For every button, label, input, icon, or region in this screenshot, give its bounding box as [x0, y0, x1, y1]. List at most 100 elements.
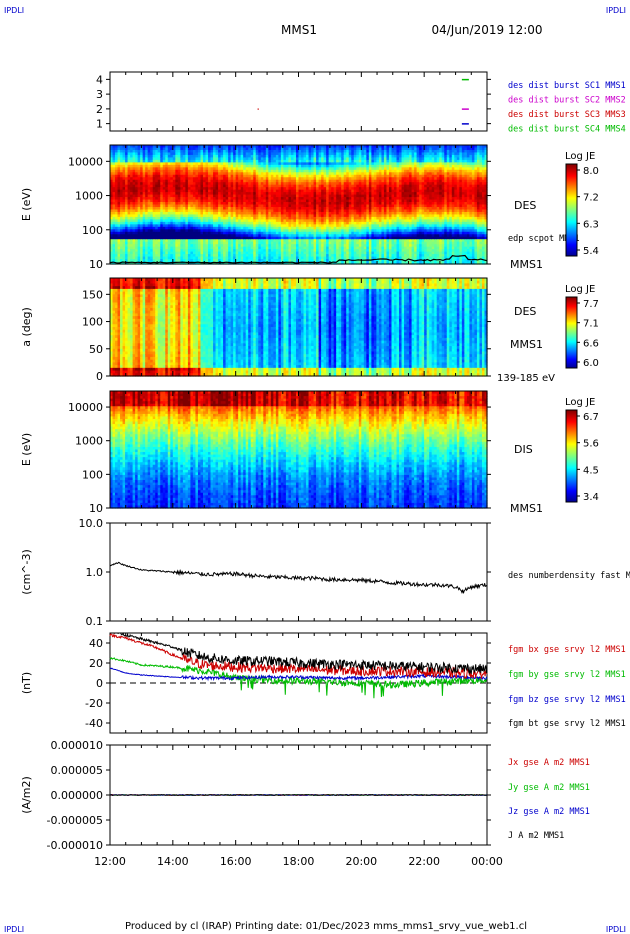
spectrogram-cell: [160, 164, 164, 168]
spectrogram-cell: [140, 172, 144, 176]
spectrogram-cell: [152, 249, 156, 253]
spectrogram-cell: [182, 189, 186, 193]
spectrogram-cell: [185, 179, 189, 183]
spectrogram-cell: [177, 199, 181, 203]
spectrogram-cell: [155, 164, 159, 168]
spectrogram-cell: [137, 224, 141, 228]
spectrogram-cell: [172, 214, 176, 218]
spectrogram-cell: [147, 249, 151, 253]
spectrogram-cell: [190, 261, 194, 265]
spectrogram-cell: [190, 149, 194, 154]
spectrogram-cell: [152, 179, 156, 183]
spectrogram-cell: [132, 174, 136, 178]
burst-marker: [461, 123, 469, 125]
spectrogram-cell: [152, 194, 156, 198]
spectrogram-cell: [175, 246, 179, 250]
spectrogram-cell: [182, 197, 186, 201]
spectrogram-cell: [165, 219, 169, 223]
spectrogram-cell: [155, 254, 159, 258]
spectrogram-cell: [125, 261, 129, 265]
spectrogram-cell: [137, 206, 141, 211]
spectrogram-cell: [182, 194, 186, 198]
spectrogram-cell: [185, 152, 189, 156]
spectrogram-cell: [152, 211, 156, 216]
spectrogram-cell: [177, 164, 181, 168]
spectrogram-cell: [167, 197, 171, 201]
spectrogram-cell: [167, 154, 171, 158]
spectrogram-cell: [185, 206, 189, 211]
spectrogram-cell: [155, 189, 159, 193]
spectrogram-cell: [162, 202, 166, 206]
spectrogram-cell: [147, 259, 151, 263]
spectrogram-cell: [187, 219, 192, 223]
spectrogram-cell: [117, 152, 121, 156]
spectrogram-cell: [130, 249, 134, 253]
spectrogram-cell: [117, 256, 121, 260]
spectrogram-cell: [112, 179, 116, 183]
spectrogram-cell: [185, 236, 189, 240]
spectrogram-cell: [142, 226, 146, 230]
spectrogram-cell: [115, 149, 119, 154]
spectrogram-cell: [142, 249, 146, 253]
spectrogram-cell: [140, 162, 144, 166]
spectrogram-cell: [152, 246, 156, 250]
spectrogram-cell: [142, 192, 146, 196]
spectrogram-cell: [117, 206, 121, 211]
spectrogram-cell: [160, 192, 164, 196]
spectrogram-cell: [135, 224, 139, 228]
spectrogram-cell: [185, 219, 189, 223]
spectrogram-cell: [185, 221, 189, 225]
spectrogram-cell: [137, 216, 141, 220]
spectrogram-cell: [180, 206, 184, 211]
spectrogram-cell: [162, 187, 166, 191]
spectrogram-cell: [115, 209, 119, 213]
spectrogram-cell: [170, 241, 174, 245]
spectrogram-cell: [127, 169, 131, 173]
spectrogram-cell: [137, 182, 141, 186]
spectrogram-cell: [152, 216, 156, 220]
spectrogram-cell: [190, 204, 194, 208]
spectrogram-cell: [160, 179, 164, 183]
spectrogram-cell: [170, 221, 174, 225]
spectrogram-cell: [130, 194, 134, 198]
spectrogram-cell: [145, 251, 149, 255]
spectrogram-cell: [120, 189, 124, 193]
spectrogram-cell: [177, 259, 181, 263]
spectrogram-cell: [117, 221, 121, 225]
spectrogram-cell: [177, 192, 181, 196]
spectrogram-cell: [185, 169, 189, 173]
spectrogram-cell: [150, 216, 154, 220]
spectrogram-cell: [170, 211, 174, 216]
spectrogram-cell: [122, 246, 126, 250]
spectrogram-cell: [170, 209, 174, 213]
spectrogram-cell: [115, 239, 119, 243]
spectrogram-cell: [155, 184, 159, 188]
spectrogram-cell: [177, 239, 181, 243]
spectrogram-cell: [152, 154, 156, 158]
spectrogram-cell: [155, 236, 159, 240]
spectrogram-cell: [130, 149, 134, 154]
spectrogram-cell: [150, 187, 154, 191]
spectrogram-cell: [182, 214, 186, 218]
spectrogram-cell: [180, 145, 184, 149]
spectrogram-cell: [165, 226, 169, 230]
spectrogram-cell: [170, 199, 174, 203]
spectrogram-cell: [157, 159, 161, 163]
spectrogram-cell: [137, 194, 141, 198]
spectrogram-cell: [157, 219, 161, 223]
spectrogram-cell: [127, 147, 131, 151]
spectrogram-cell: [150, 172, 154, 176]
spectrogram-cell: [142, 145, 146, 149]
spectrogram-cell: [177, 254, 181, 258]
spectrogram-cell: [132, 254, 136, 258]
spectrogram-cell: [127, 152, 131, 156]
spectrogram-cell: [120, 177, 124, 181]
spectrogram-cell: [180, 239, 184, 243]
spectrogram-cell: [145, 259, 149, 263]
spectrogram-cell: [142, 172, 146, 176]
spectrogram-cell: [167, 226, 171, 230]
spectrogram-cell: [142, 254, 146, 258]
spectrogram-cell: [190, 199, 194, 203]
spectrogram-cell: [155, 244, 159, 248]
spectrogram-cell: [125, 152, 129, 156]
